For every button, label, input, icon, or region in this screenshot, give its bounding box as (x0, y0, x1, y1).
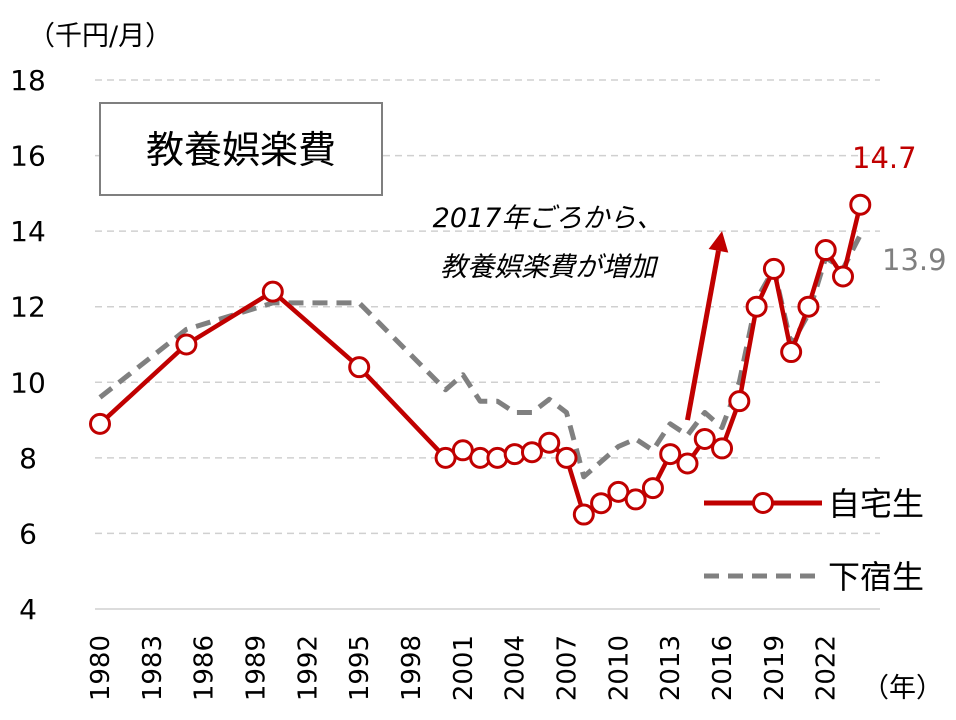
x-tick-label: 2010 (604, 635, 634, 701)
data-point-jitaku (624, 488, 647, 511)
data-point-jitaku (832, 265, 854, 288)
data-point-jitaku (89, 412, 111, 435)
x-tick-label: 1986 (190, 635, 220, 701)
series-layer (89, 193, 872, 526)
x-tick-labels: 1980 1983 1986 1989 1992 1995 1998 2001 2004 2007… (86, 635, 842, 701)
data-point-jitaku (555, 446, 578, 469)
data-point-jitaku (175, 333, 198, 356)
annotation: 2017年ごろから、 教養娯楽費が増加 (433, 203, 729, 421)
annotation-line-2: 教養娯楽費が増加 (440, 252, 659, 283)
y-tick-label: 6 (19, 517, 37, 550)
legend: 自宅生 下宿生 (704, 485, 924, 596)
x-axis-unit: （年） (862, 673, 943, 704)
x-tick-label: 1998 (397, 635, 427, 701)
legend-item-jitaku: 自宅生 (704, 485, 924, 523)
data-point-jitaku (659, 443, 682, 466)
x-tick-label: 2013 (656, 635, 686, 701)
x-tick-label: 2016 (708, 635, 738, 701)
legend-label-jitaku: 自宅生 (828, 485, 924, 523)
legend-marker-jitaku (752, 492, 774, 514)
x-tick-label: 2007 (553, 635, 583, 701)
x-tick-label: 1980 (86, 635, 116, 701)
legend-label-geshuku: 下宿生 (828, 558, 924, 596)
chart-title: 教養娯楽費 (146, 128, 336, 172)
data-point-jitaku (797, 295, 820, 318)
chart-title-frame (99, 102, 383, 196)
data-point-jitaku (693, 427, 716, 450)
chart-title-box: 教養娯楽費 (99, 102, 383, 196)
annotation-arrow-head (708, 231, 729, 253)
data-point-jitaku (814, 239, 837, 262)
y-tick-label: 14 (10, 215, 46, 248)
data-point-jitaku (590, 492, 613, 515)
y-tick-label: 8 (19, 442, 37, 475)
x-tick-label: 1983 (138, 635, 168, 701)
y-tick-label: 16 (10, 140, 46, 173)
x-tick-label: 2022 (812, 635, 842, 701)
data-point-jitaku (762, 257, 785, 280)
end-label-geshuku: 13.9 (882, 243, 947, 277)
data-point-jitaku (641, 477, 664, 500)
data-point-jitaku (572, 503, 595, 526)
data-point-jitaku (849, 193, 872, 216)
x-tick-label: 2001 (449, 635, 479, 701)
legend-item-geshuku: 下宿生 (704, 558, 924, 596)
data-point-jitaku (676, 452, 699, 475)
x-tick-label: 1992 (293, 635, 323, 701)
x-tick-label: 1995 (345, 635, 375, 701)
annotation-arrow-shaft (685, 250, 721, 421)
data-point-jitaku (348, 356, 371, 379)
y-tick-labels: 4 6 8 10 12 14 16 18 (10, 64, 46, 626)
annotation-line-1: 2017年ごろから、 (433, 203, 664, 234)
data-point-jitaku (711, 437, 734, 460)
x-tick-label: 1989 (242, 635, 272, 701)
y-tick-label: 10 (10, 366, 46, 399)
data-point-jitaku (728, 390, 751, 413)
data-point-jitaku (745, 295, 768, 318)
y-axis-unit: （千円/月） (28, 21, 172, 52)
data-point-jitaku (261, 280, 284, 303)
end-label-jitaku: 14.7 (852, 141, 917, 175)
x-tick-label: 2019 (760, 635, 790, 701)
data-point-jitaku (486, 446, 509, 469)
data-point-jitaku (520, 441, 543, 464)
y-tick-label: 12 (10, 291, 46, 324)
x-tick-label: 2004 (501, 635, 531, 701)
y-tick-label: 4 (19, 593, 37, 626)
data-point-jitaku (780, 341, 803, 364)
data-point-jitaku (538, 431, 561, 454)
y-tick-label: 18 (10, 64, 46, 97)
